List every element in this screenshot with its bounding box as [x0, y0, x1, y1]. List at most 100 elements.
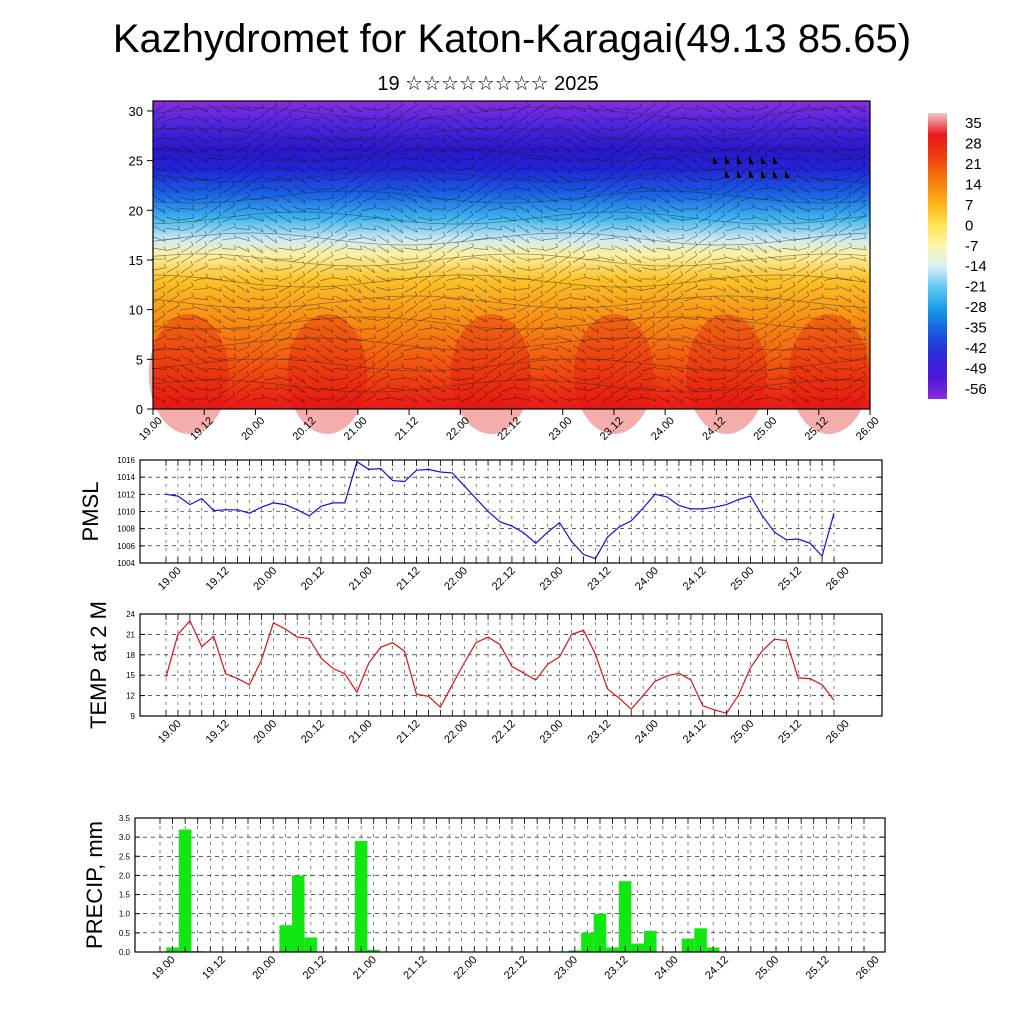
contour-line	[152, 253, 868, 267]
x-tick-label: 26.00	[824, 565, 852, 593]
warm-core	[573, 314, 654, 434]
x-tick-label: 23.00	[547, 415, 575, 443]
x-tick-label: 25.12	[804, 954, 832, 982]
contour-line	[152, 190, 868, 204]
y-tick-label: 1006	[117, 542, 135, 551]
colorbar-label: -35	[965, 320, 987, 337]
x-tick-label: 21.12	[393, 415, 421, 443]
x-tick-label: 19.12	[204, 718, 232, 746]
x-tick-label: 25.00	[753, 954, 781, 982]
plot-frame	[139, 613, 883, 717]
y-tick-label: 2.5	[119, 852, 131, 861]
colorbar-label: -28	[965, 299, 987, 316]
x-tick-label: 22.00	[442, 565, 470, 593]
x-tick-label: 20.12	[299, 565, 327, 593]
page-subtitle: 19 ☆☆☆☆☆☆☆☆ 2025	[377, 73, 599, 95]
colorbar-label: 7	[965, 197, 973, 214]
y-axis-label: PRECIP, mm	[82, 821, 107, 949]
y-tick-label: 1016	[117, 456, 135, 465]
y-tick-label: 24	[126, 610, 135, 619]
wind-barbs	[151, 100, 867, 404]
x-tick-label: 23.12	[585, 565, 613, 593]
contour-line	[152, 211, 868, 225]
x-tick-label: 21.12	[394, 718, 422, 746]
x-tick-label: 26.00	[854, 415, 882, 443]
x-tick-label: 24.00	[653, 954, 681, 982]
precip-bar	[644, 930, 657, 952]
colorbar-label: -14	[965, 258, 987, 275]
y-axis-label: TEMP at 2 M	[86, 601, 111, 729]
y-tick-label: 20	[129, 203, 143, 218]
x-tick-label: 21.00	[347, 718, 375, 746]
x-tick-label: 22.00	[452, 954, 480, 982]
wind-flag	[713, 156, 718, 164]
x-tick-label: 22.12	[490, 718, 518, 746]
wind-flag	[761, 156, 766, 164]
contour-line	[152, 106, 867, 120]
contour-line	[152, 127, 868, 141]
y-tick-label: 10	[129, 303, 143, 318]
warm-core	[287, 314, 368, 434]
precip-bar	[279, 925, 292, 952]
wind-flag	[761, 170, 766, 178]
contour-line	[152, 316, 868, 330]
temp-2m-panel: 9 12 15 18 21 24 19.00 19.12 20.00 20.12 21.00 21.1…	[86, 601, 883, 746]
x-tick-label: 20.00	[251, 718, 279, 746]
colorbar-label: -56	[965, 381, 987, 398]
x-tick-label: 23.00	[538, 565, 566, 593]
x-tick-label: 25.00	[728, 718, 756, 746]
y-tick-label: 1.5	[119, 891, 131, 900]
wind-flag	[749, 156, 754, 164]
y-tick-label: 1004	[117, 559, 135, 568]
x-tick-label: 24.00	[633, 565, 661, 593]
y-tick-label: 25	[129, 154, 143, 169]
x-tick-label: 24.12	[681, 718, 709, 746]
wind-flag	[749, 170, 754, 178]
x-tick-label: 21.00	[351, 954, 379, 982]
x-tick-label: 24.12	[703, 954, 731, 982]
colorbar-label: 21	[965, 156, 982, 173]
colorbar-label: -7	[965, 238, 978, 255]
contour-line	[152, 274, 868, 288]
x-tick-label: 26.00	[824, 718, 852, 746]
series-line	[165, 460, 835, 560]
contour-line	[152, 169, 868, 183]
wind-flag	[737, 170, 742, 178]
precip-bar	[292, 875, 305, 952]
x-tick-label: 23.00	[538, 718, 566, 746]
warm-core	[148, 314, 229, 434]
wind-flag	[773, 156, 778, 164]
precip-bar	[618, 881, 632, 952]
x-tick-label: 19.00	[156, 565, 184, 593]
y-tick-label: 3.0	[119, 833, 131, 842]
x-tick-label: 20.12	[299, 718, 327, 746]
y-tick-label: 1010	[117, 508, 135, 517]
precip-bar	[694, 928, 707, 952]
x-tick-label: 24.12	[681, 565, 709, 593]
x-tick-label: 21.00	[347, 565, 375, 593]
contour-line	[152, 232, 868, 246]
precip-bar	[681, 938, 695, 952]
wind-flag	[785, 170, 790, 178]
y-tick-label: 5	[136, 352, 143, 367]
colorbar-label: 14	[965, 177, 982, 194]
x-tick-label: 20.00	[250, 954, 278, 982]
pmsl-panel: 1004 1006 1008 1010 1012 1014 1016 19.00 19.12 20…	[78, 456, 883, 593]
x-tick-label: 21.12	[401, 954, 429, 982]
y-tick-label: 30	[129, 104, 143, 119]
colorbar-label: -21	[965, 279, 987, 296]
wind-flag	[725, 156, 730, 164]
x-tick-label: 25.12	[776, 565, 804, 593]
y-tick-label: 1012	[117, 490, 135, 499]
colorbar: 35 28 21 14 7 0 -7 -14 -21 -28 -35 -42 -49 -56	[928, 113, 987, 399]
x-tick-label: 25.12	[776, 718, 804, 746]
contour-line	[153, 337, 868, 351]
contour-line	[152, 379, 868, 393]
plot-frame	[134, 817, 886, 953]
y-tick-label: 1014	[117, 473, 135, 482]
x-tick-label: 22.12	[502, 954, 530, 982]
x-tick-label: 19.00	[156, 718, 184, 746]
colorbar-ramp	[928, 113, 947, 399]
y-tick-label: 12	[126, 692, 135, 701]
x-tick-label: 20.00	[251, 565, 279, 593]
